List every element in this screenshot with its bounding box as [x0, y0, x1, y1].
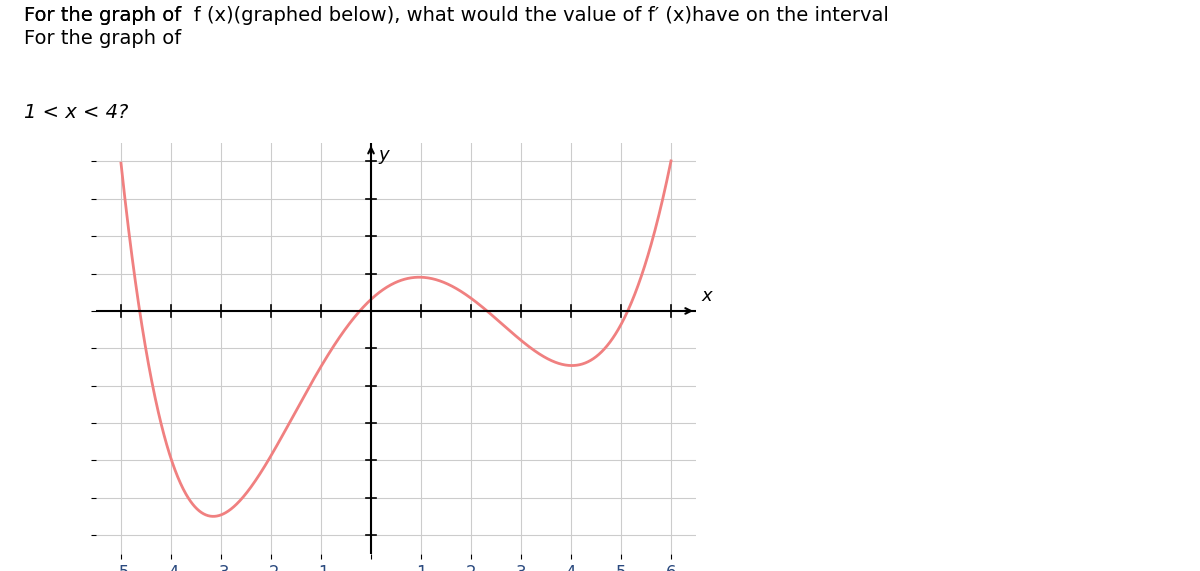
Text: 1 < x < 4?: 1 < x < 4?	[24, 103, 128, 122]
Text: x: x	[701, 287, 712, 305]
Text: For the graph of  f (x)(graphed below), what would the value of f′ (x)have on th: For the graph of f (x)(graphed below), w…	[24, 6, 889, 25]
Text: y: y	[378, 147, 389, 164]
Text: For the graph of: For the graph of	[24, 6, 187, 25]
Text: For the graph of: For the graph of	[24, 29, 187, 47]
